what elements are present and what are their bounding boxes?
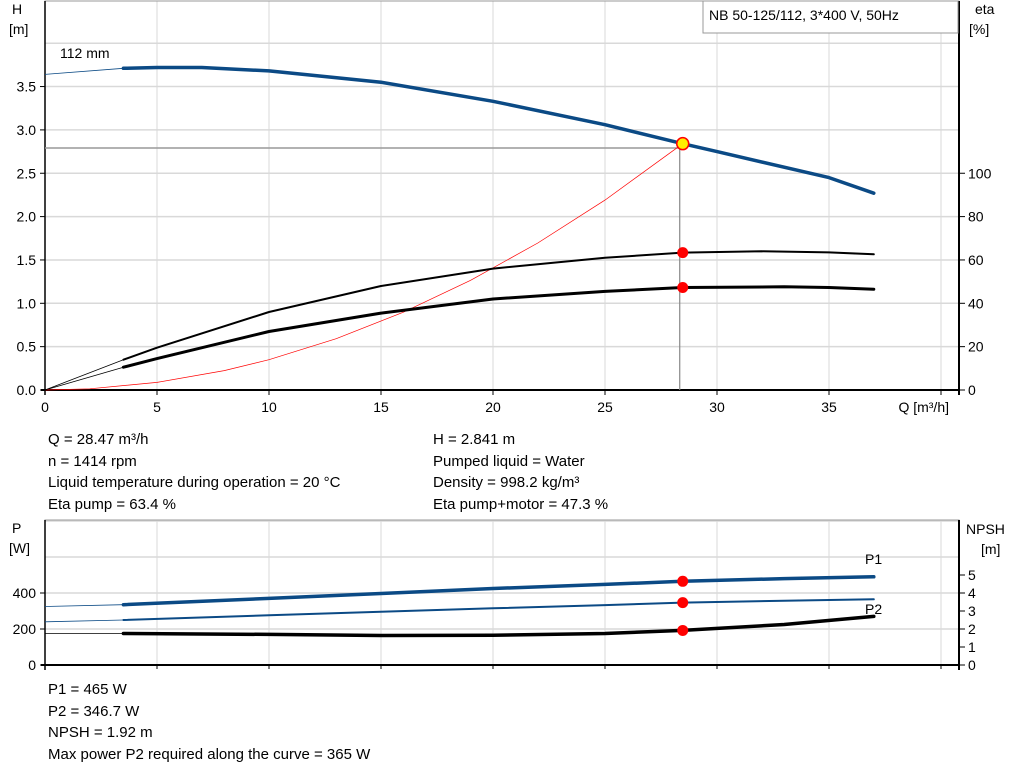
y-axis-label-left: H	[12, 1, 22, 17]
eta-pump-curve	[122, 250, 875, 361]
y-axis-label-right: eta	[975, 1, 995, 17]
y-tick-label-right: 3	[968, 603, 976, 619]
p2-label: P2	[865, 601, 882, 617]
y-tick-label-left: 2.5	[17, 165, 37, 181]
y-tick-label-right: 1	[968, 639, 976, 655]
duty-point-p1	[677, 575, 689, 587]
y-tick-label-left: 1.5	[17, 252, 37, 268]
p1-curve	[121, 575, 876, 607]
info-temp: Liquid temperature during operation = 20…	[48, 474, 341, 491]
y-axis-unit-left: [m]	[9, 21, 28, 37]
y-tick-label-right: 0	[968, 382, 976, 398]
y-tick-label-right: 100	[968, 165, 992, 181]
y-axis-label-right: NPSH	[966, 521, 1005, 537]
y-tick-label-left: 0	[28, 657, 36, 673]
duty-point-eta-pump-motor	[677, 281, 689, 293]
duty-point-eta-pump	[677, 247, 689, 259]
title-box-text: NB 50-125/112, 3*400 V, 50Hz	[709, 7, 899, 23]
info-max-p2: Max power P2 required along the curve = …	[48, 745, 371, 763]
info-p1: P1 = 465 W	[48, 681, 127, 698]
eta-pump-motor-curve-extension	[44, 366, 124, 391]
y-tick-label-right: 2	[968, 621, 976, 637]
head-curve-extension	[44, 67, 124, 75]
y-tick-label-left: 1.0	[17, 295, 37, 311]
y-tick-label-left: 3.5	[17, 79, 37, 95]
head-curve	[121, 65, 876, 195]
info-q: Q = 28.47 m³/h	[48, 431, 149, 448]
plot-frame	[44, 0, 960, 391]
system-curve	[44, 143, 683, 391]
p2-curve-extension	[44, 619, 124, 623]
y-tick-label-right: 0	[968, 657, 976, 673]
duty-point-p2	[677, 597, 689, 609]
y-axis-unit-left: [W]	[9, 540, 30, 556]
x-tick-label: 0	[41, 399, 49, 415]
eta-pump-curve-extension	[44, 359, 124, 391]
info-h: H = 2.841 m	[433, 431, 516, 448]
y-tick-label-right: 60	[968, 252, 984, 268]
y-tick-label-right: 40	[968, 295, 984, 311]
npsh-curve	[121, 614, 876, 638]
duty-info-left: Q = 28.47 m³/h n = 1414 rpm Liquid tempe…	[48, 429, 340, 515]
info-p2: P2 = 346.7 W	[48, 702, 140, 720]
duty-info-right: H = 2.841 m Pumped liquid = Water Densit…	[433, 429, 608, 515]
info-eta-pump-motor: Eta pump+motor = 47.3 %	[433, 495, 609, 513]
y-tick-label-right: 80	[968, 209, 984, 225]
p1-curve-extension	[44, 604, 124, 607]
y-tick-label-left: 0.0	[17, 382, 37, 398]
y-tick-label-left: 3.0	[17, 122, 37, 138]
y-tick-label-left: 200	[13, 621, 37, 637]
y-tick-label-left: 2.0	[17, 209, 37, 225]
x-tick-label: 30	[709, 399, 725, 415]
info-eta-pump: Eta pump = 63.4 %	[48, 495, 176, 513]
p2-curve	[122, 598, 875, 621]
p1-label: P1	[865, 551, 882, 567]
duty-point-head	[675, 136, 690, 151]
y-tick-label-right: 20	[968, 339, 984, 355]
duty-point-npsh	[677, 624, 689, 636]
y-axis-unit-right: [%]	[969, 21, 989, 37]
y-axis-unit-right: [m]	[981, 541, 1000, 557]
info-npsh: NPSH = 1.92 m	[48, 724, 153, 741]
curve-label-impeller: 112 mm	[60, 45, 110, 61]
y-tick-label-left: 0.5	[17, 339, 37, 355]
x-axis-label: Q [m³/h]	[898, 399, 949, 415]
x-tick-label: 10	[261, 399, 277, 415]
power-info: P1 = 465 W P2 = 346.7 W NPSH = 1.92 m Ma…	[48, 679, 370, 765]
info-density: Density = 998.2 kg/m³	[433, 474, 580, 491]
y-tick-label-right: 5	[968, 567, 976, 583]
x-tick-label: 25	[597, 399, 613, 415]
eta-pump-motor-curve	[121, 285, 876, 369]
x-tick-label: 15	[373, 399, 389, 415]
x-tick-label: 5	[153, 399, 161, 415]
info-liquid: Pumped liquid = Water	[433, 452, 585, 470]
info-n: n = 1414 rpm	[48, 452, 137, 470]
x-tick-label: 35	[821, 399, 837, 415]
y-axis-label-left: P	[12, 520, 21, 536]
y-tick-label-left: 400	[13, 585, 37, 601]
x-tick-label: 20	[485, 399, 501, 415]
y-tick-label-right: 4	[968, 585, 976, 601]
title-box	[702, 0, 959, 34]
